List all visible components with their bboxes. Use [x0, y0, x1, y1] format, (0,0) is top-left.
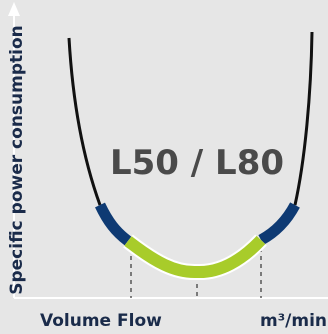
curve-right-transition	[258, 202, 300, 245]
y-axis-label: Specific power consumption	[7, 25, 27, 295]
x-axis-label: Volume Flow	[40, 311, 162, 331]
curve-left-outer	[67, 37, 102, 206]
curve-optimal-segment	[124, 235, 266, 279]
chart-title: L50 / L80	[110, 143, 284, 183]
x-axis-unit: m³/min	[260, 311, 327, 331]
y-axis-arrowhead	[8, 2, 20, 16]
curve-left-transition	[95, 202, 132, 246]
curve-right-outer	[293, 31, 314, 206]
